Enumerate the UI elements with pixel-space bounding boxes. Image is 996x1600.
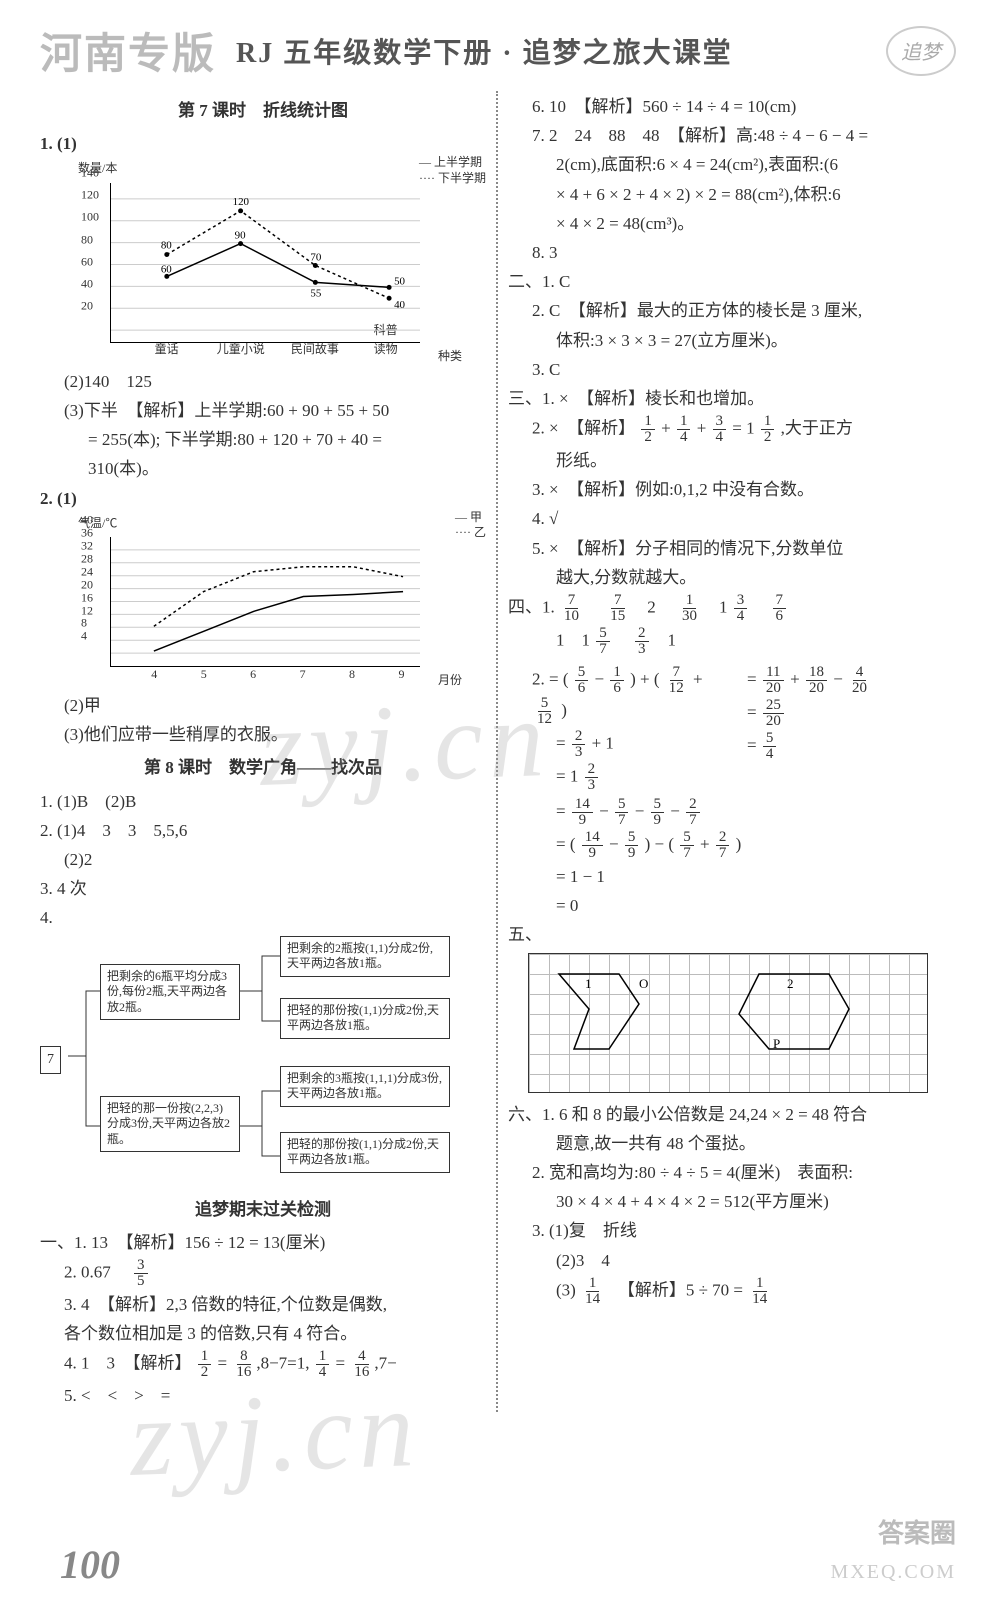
svg-text:80: 80 [161,239,172,251]
s6-3a: 3. (1)复 折线 [508,1217,956,1244]
logo-badge: 追梦 [886,26,956,76]
flow-b2a: 把剩余的3瓶按(1,1,1)分成3份,天平两边各放1瓶。 [280,1066,450,1107]
q1-2: (2)140 125 [40,368,486,395]
r6: 6. 10 【解析】560 ÷ 14 ÷ 4 = 10(cm) [508,93,956,120]
s5-label: 五、 [508,921,956,948]
grid-shapes: 1 O 2 P [529,954,929,1094]
grid-figure: 1 O 2 P [528,953,928,1093]
q8-1: 1. (1)B (2)B [40,788,486,815]
q1-3b: = 255(本); 下半学期:80 + 120 + 70 + 40 = [40,426,486,453]
q8-2a: 2. (1)4 3 3 5,5,6 [40,817,486,844]
s4-eq3: = 149 − 57 − 59 − 27 [508,797,956,828]
s3-5b: 越大,分数就越大。 [508,564,956,591]
q8-3: 3. 4 次 [40,875,486,902]
edition-label: 河南专版 [40,20,216,81]
s3-3: 3. × 【解析】例如:0,1,2 中没有合数。 [508,476,956,503]
right-column: 6. 10 【解析】560 ÷ 14 ÷ 4 = 10(cm) 7. 2 24 … [498,91,966,1412]
f1-4: 4. 1 3 【解析】 12 = 816,8−7=1, 14 = 416,7− [40,1349,486,1380]
flow-b2: 把轻的那一份按(2,2,3)分成3份,天平两边各放2瓶。 [100,1096,240,1153]
f1-1: 一、1. 13 【解析】156 ÷ 12 = 13(厘米) [40,1229,486,1256]
q2-1-label: 2. (1) [40,485,486,512]
chart1-legend: — 上半学期 ···· 下半学期 [419,155,486,186]
s4-2-row: 2. = ( 56 − 16 ) + ( 712 + 512 ) = 23 + … [508,663,956,795]
s6-2a: 2. 宽和高均为:80 ÷ 4 ÷ 5 = 4(厘米) 表面积: [508,1159,956,1186]
s3-2c: 形纸。 [508,447,956,474]
lesson8-title: 第 8 课时 数学广角——找次品 [40,754,486,781]
q2-3: (3)他们应带一些稍厚的衣服。 [40,721,486,748]
q1-3c: 310(本)。 [40,455,486,482]
lesson7-title: 第 7 课时 折线统计图 [40,97,486,124]
r7c: × 4 + 6 × 2 + 4 × 2) × 2 = 88(cm²),体积:6 [508,181,956,208]
s6-1a: 六、1. 6 和 8 的最小公倍数是 24,24 × 2 = 48 符合 [508,1101,956,1128]
chart1-lines: 60 90 55 50 80 120 70 40 [111,183,420,342]
svg-text:40: 40 [394,299,405,311]
s6-1b: 题意,故一共有 48 个蛋挞。 [508,1130,956,1157]
q1-1-label: 1. (1) [40,130,486,157]
f1-5: 5. < < > = [40,1382,486,1409]
s2-2b: 体积:3 × 3 × 3 = 27(立方厘米)。 [508,327,956,354]
content-columns: 第 7 课时 折线统计图 1. (1) 数量/本 — 上半学期 ···· 下半学… [0,91,996,1412]
chart2: 气温/℃ — 甲 ···· 乙 4 8 12 16 20 24 28 32 36… [76,514,486,690]
chart2-y-title: 气温/℃ [78,514,486,533]
r8: 8. 3 [508,239,956,266]
r7b: 2(cm),底面积:6 × 4 = 24(cm²),表面积:(6 [508,151,956,178]
q8-2b: (2)2 [40,846,486,873]
svg-text:120: 120 [233,195,250,207]
s4-2-right: = 1120 + 1820 − 420 = 2520 = 54 [747,663,956,795]
s4-2-left: 2. = ( 56 − 16 ) + ( 712 + 512 ) = 23 + … [508,663,717,795]
flow-b1b: 把轻的那份按(1,1)分成2份,天平两边各放1瓶。 [280,998,450,1039]
footer-credit: 答案圈 [878,1513,956,1550]
s4-eq4: = ( 149 − 59 ) − ( 57 + 27 ) [508,830,956,861]
svg-text:O: O [639,976,648,991]
s4-1b: 1 1 57 23 1 [508,626,956,657]
chart1: 数量/本 — 上半学期 ···· 下半学期 20 40 60 80 100 12… [76,159,486,365]
svg-text:60: 60 [161,263,172,275]
s2-3: 3. C [508,356,956,383]
s6-3b: (2)3 4 [508,1247,956,1274]
s3-2: 2. × 【解析】 12 + 14 + 34 = 1 12 ,大于正方 [508,414,956,445]
s3-4: 4. √ [508,505,956,532]
flow-b1: 把剩余的6瓶平均分成3份,每份2瓶,天平两边各放2瓶。 [100,964,240,1021]
page-header: 河南专版 RJ 五年级数学下册 · 追梦之旅大课堂 追梦 [0,0,996,91]
s2-1: 二、1. C [508,268,956,295]
chart1-axes: 20 40 60 80 100 120 140 童话 儿童小说 民间故事 科普读… [110,183,420,343]
r7a: 7. 2 24 88 48 【解析】高:48 ÷ 4 − 6 − 4 = [508,122,956,149]
svg-text:90: 90 [235,229,246,241]
final-exam-title: 追梦期末过关检测 [40,1196,486,1223]
page-number: 100 [60,1541,120,1588]
header-title: RJ 五年级数学下册 · 追梦之旅大课堂 [236,31,733,71]
f1-3a: 3. 4 【解析】2,3 倍数的特征,个位数是偶数, [40,1291,486,1318]
s3-1: 三、1. × 【解析】棱长和也增加。 [508,385,956,412]
q2-2: (2)甲 [40,692,486,719]
chart2-legend: — 甲 ···· 乙 [455,510,486,541]
s4-eq5: = 1 − 1 [508,863,956,890]
chart2-lines [111,537,420,666]
svg-text:2: 2 [787,976,794,991]
svg-text:50: 50 [394,275,405,287]
f1-3b: 各个数位相加是 3 的倍数,只有 4 符合。 [40,1320,486,1347]
s4-eq6: = 0 [508,892,956,919]
f1-2: 2. 0.67 35 [40,1258,486,1289]
q8-4: 4. [40,904,486,931]
chart2-axes: 4 8 12 16 20 24 28 32 36 40 4 5 6 7 8 9 [110,537,420,667]
r7d: × 4 × 2 = 48(cm³)。 [508,210,956,237]
s6-3c: (3) 114 【解析】5 ÷ 70 = 114 [508,1276,956,1307]
flowchart: 7 把剩余的6瓶平均分成3份,每份2瓶,天平两边各放2瓶。 把轻的那一份按(2,… [40,936,486,1186]
left-column: 第 7 课时 折线统计图 1. (1) 数量/本 — 上半学期 ···· 下半学… [30,91,498,1412]
q1-3a: (3)下半 【解析】上半学期:60 + 90 + 55 + 50 [40,397,486,424]
svg-text:P: P [773,1036,780,1051]
footer-url: MXEQ.COM [831,1561,956,1584]
s2-2a: 2. C 【解析】最大的正方体的棱长是 3 厘米, [508,297,956,324]
svg-text:70: 70 [310,251,321,263]
s6-2b: 30 × 4 × 4 + 4 × 4 × 2 = 512(平方厘米) [508,1188,956,1215]
s4-1: 四、1. 710 715 2 130 1 34 76 [508,593,956,624]
s3-5a: 5. × 【解析】分子相同的情况下,分数单位 [508,535,956,562]
svg-text:55: 55 [310,287,321,299]
flow-b2b: 把轻的那份按(1,1)分成2份,天平两边各放1瓶。 [280,1132,450,1173]
flow-b1a: 把剩余的2瓶按(1,1)分成2份,天平两边各放1瓶。 [280,936,450,977]
svg-text:1: 1 [585,976,592,991]
